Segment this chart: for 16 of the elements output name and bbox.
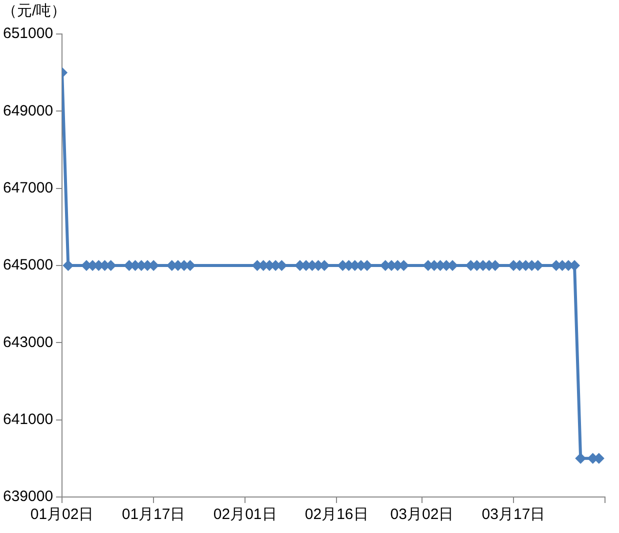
- y-tick-label: 643000: [2, 334, 54, 351]
- y-axis-title: （元/吨）: [2, 2, 66, 20]
- point: [62, 260, 74, 271]
- y-tick-label: 639000: [2, 488, 54, 506]
- x-tick-label: 02月16日: [304, 506, 368, 524]
- point: [575, 452, 586, 464]
- y-tick-label: 651000: [2, 25, 54, 42]
- x-tick-label: 03月02日: [390, 506, 454, 524]
- x-tick-label: 01月02日: [30, 506, 94, 524]
- x-tick-label: 01月17日: [122, 506, 186, 524]
- y-tick-label: 641000: [2, 410, 54, 428]
- x-tick-label: 02月01日: [213, 506, 277, 524]
- y-tick-label: 647000: [2, 179, 54, 196]
- y-tick-label: 645000: [2, 256, 54, 274]
- y-tick-label: 649000: [2, 102, 54, 120]
- x-tick-label: 03月17日: [482, 506, 546, 524]
